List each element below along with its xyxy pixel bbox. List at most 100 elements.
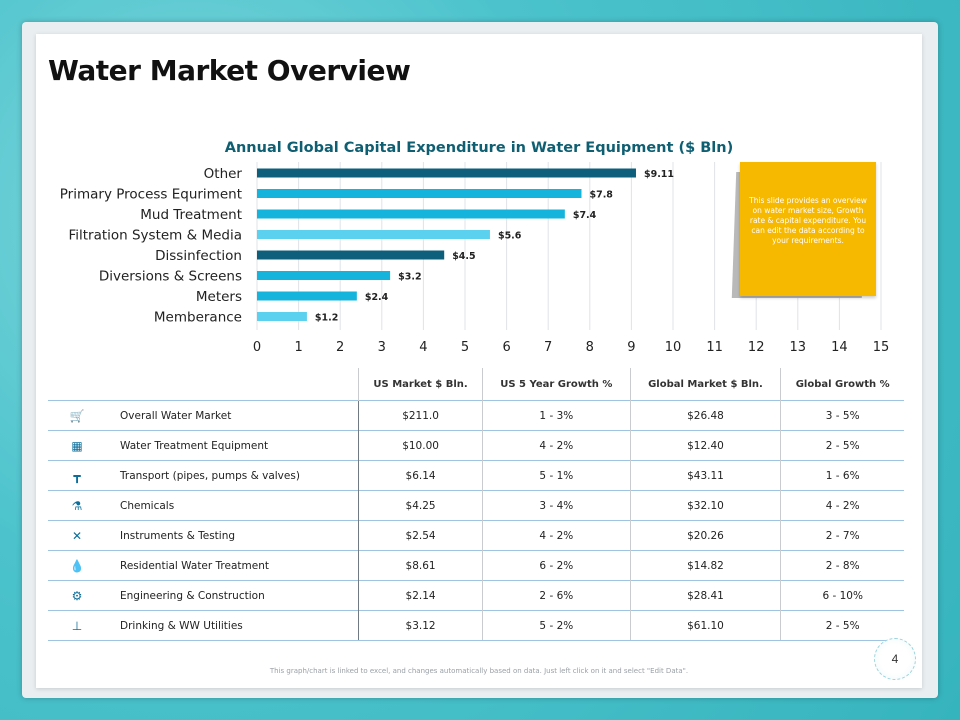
table-header: Global Market $ Bln. <box>629 368 781 401</box>
row-icon-cell: ┳ <box>48 460 106 491</box>
table-cell: $61.10 <box>629 610 781 641</box>
bar <box>257 250 445 260</box>
data-label: $2.4 <box>365 292 389 303</box>
footer-note: This graph/chart is linked to excel, and… <box>269 667 689 675</box>
table-cell: 4 - 2% <box>482 520 631 551</box>
table-cell: $26.48 <box>629 400 781 431</box>
row-label: Engineering & Construction <box>106 580 359 611</box>
table-cell: $43.11 <box>629 460 781 491</box>
row-label: Chemicals <box>106 490 359 521</box>
category-label: Memberance <box>154 310 242 326</box>
table-cell: 5 - 1% <box>482 460 631 491</box>
x-tick-label: 1 <box>294 340 302 355</box>
table-cell: 2 - 6% <box>482 580 631 611</box>
x-tick-label: 12 <box>748 340 765 355</box>
row-label: Transport (pipes, pumps & valves) <box>106 460 359 491</box>
row-label: Water Treatment Equipment <box>106 430 359 461</box>
row-icon-cell: 💧 <box>48 550 106 581</box>
table-row: ⚗ Chemicals $4.25 3 - 4% $32.10 4 - 2% <box>48 490 904 521</box>
table-cell: 2 - 7% <box>780 520 904 551</box>
cart-icon: 🛒 <box>69 408 85 423</box>
bar <box>257 271 391 280</box>
table-cell: $3.12 <box>357 610 483 641</box>
x-tick-label: 0 <box>253 340 261 355</box>
table-row: 💧 Residential Water Treatment $8.61 6 - 2% $… <box>48 550 904 581</box>
data-label: $5.6 <box>498 231 522 242</box>
bar <box>257 291 357 301</box>
table-row: ⚙ Engineering & Construction $2.14 2 - 6% $2… <box>48 580 904 611</box>
x-tick-label: 6 <box>502 340 510 355</box>
row-icon-cell: ▦ <box>48 430 106 461</box>
chart-title: Annual Global Capital Expenditure in Wat… <box>225 140 733 156</box>
slide: Water Market Overview Annual Global Capi… <box>36 34 922 688</box>
category-label: Diversions & Screens <box>99 269 242 285</box>
table-cell: 6 - 2% <box>482 550 631 581</box>
water-drop-icon: 💧 <box>69 558 85 573</box>
sticky-note: This slide provides an overview on water… <box>730 162 876 298</box>
market-table: US Market $ Bln. US 5 Year Growth % Glob… <box>48 368 904 641</box>
table-cell: 2 - 5% <box>780 610 904 641</box>
bar <box>257 230 490 239</box>
x-tick-label: 15 <box>873 340 890 355</box>
x-tick-label: 10 <box>665 340 682 355</box>
table-row: ✕ Instruments & Testing $2.54 4 - 2% $20.26 2… <box>48 520 904 551</box>
pipe-icon: ┳ <box>73 468 81 483</box>
x-tick-label: 2 <box>336 340 344 355</box>
table-header-blank <box>106 368 359 401</box>
table-header: US Market $ Bln. <box>357 368 483 401</box>
sticky-note-text: This slide provides an overview on water… <box>749 196 867 245</box>
x-tick-label: 14 <box>831 340 848 355</box>
table-cell: $2.14 <box>357 580 483 611</box>
table-cell: $32.10 <box>629 490 781 521</box>
water-tank-icon: ▦ <box>71 438 83 453</box>
bar <box>257 312 307 321</box>
engineer-icon: ⚙ <box>71 588 83 603</box>
row-label: Instruments & Testing <box>106 520 359 551</box>
bar <box>257 209 565 219</box>
row-icon-cell: ✕ <box>48 520 106 551</box>
row-icon-cell: ⚙ <box>48 580 106 611</box>
table-cell: 4 - 2% <box>780 490 904 521</box>
table-cell: 5 - 2% <box>482 610 631 641</box>
row-label: Drinking & WW Utilities <box>106 610 359 641</box>
table-cell: 6 - 10% <box>780 580 904 611</box>
tools-icon: ✕ <box>71 528 83 543</box>
sticky-note-paper <box>740 162 876 296</box>
x-tick-label: 5 <box>461 340 469 355</box>
category-label: Mud Treatment <box>140 207 242 223</box>
row-icon-cell: ⚗ <box>48 490 106 521</box>
category-label: Filtration System & Media <box>68 228 242 244</box>
table-cell: 3 - 4% <box>482 490 631 521</box>
table-cell: $4.25 <box>357 490 483 521</box>
table-cell: $28.41 <box>629 580 781 611</box>
table-cell: $12.40 <box>629 430 781 461</box>
row-label: Overall Water Market <box>106 400 359 431</box>
page-title: Water Market Overview <box>48 54 411 87</box>
bar-chart[interactable]: Annual Global Capital Expenditure in Wat… <box>36 34 922 368</box>
table-header: US 5 Year Growth % <box>482 368 631 401</box>
table-header: Global Growth % <box>780 368 904 401</box>
table-cell: $8.61 <box>357 550 483 581</box>
page-number: 4 <box>874 638 916 680</box>
table-row: ▦ Water Treatment Equipment $10.00 4 - 2% $1… <box>48 430 904 461</box>
table-cell: 2 - 8% <box>780 550 904 581</box>
table-cell: $6.14 <box>357 460 483 491</box>
table-cell: 3 - 5% <box>780 400 904 431</box>
table-cell: $2.54 <box>357 520 483 551</box>
x-tick-label: 7 <box>544 340 552 355</box>
faucet-icon: ⊥ <box>71 618 83 633</box>
table-cell: $211.0 <box>357 400 483 431</box>
data-label: $3.2 <box>398 272 421 283</box>
table-cell: $10.00 <box>357 430 483 461</box>
category-label: Dissinfection <box>155 248 242 264</box>
table-cell: $20.26 <box>629 520 781 551</box>
table-row: 🛒 Overall Water Market $211.0 1 - 3% $26.48 3… <box>48 400 904 431</box>
category-label: Primary Process Equriment <box>60 187 242 203</box>
x-tick-label: 9 <box>627 340 635 355</box>
table-cell: 4 - 2% <box>482 430 631 461</box>
x-tick-label: 11 <box>706 340 723 355</box>
data-label: $4.5 <box>452 251 475 262</box>
category-label: Meters <box>196 289 242 305</box>
data-label: $7.8 <box>589 190 613 201</box>
x-tick-label: 8 <box>586 340 594 355</box>
